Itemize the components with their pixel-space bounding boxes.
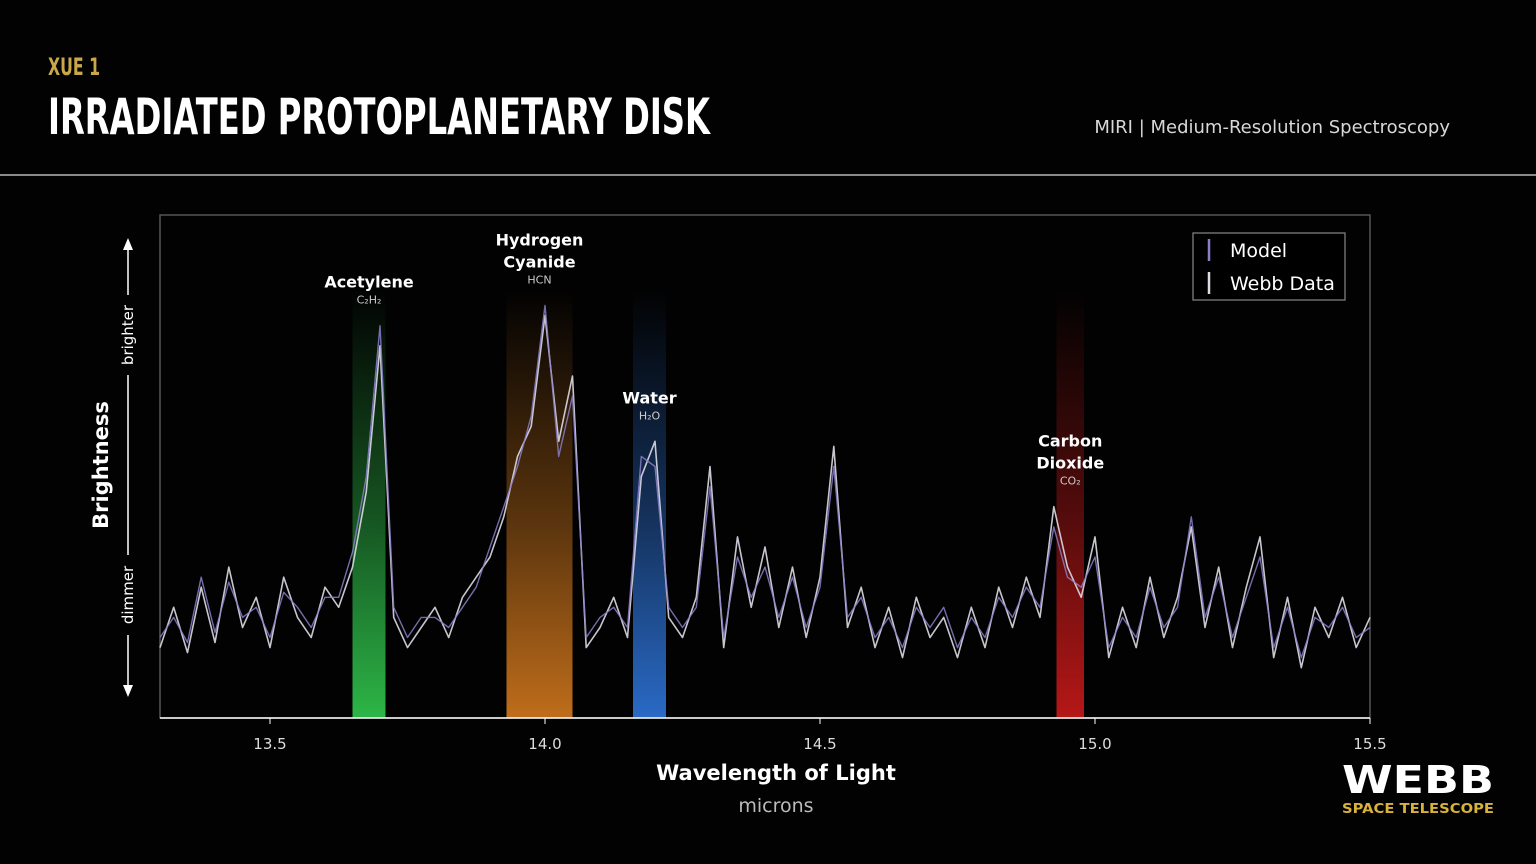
x-label: Wavelength of Light	[656, 761, 896, 785]
x-tick-label: 14.0	[528, 735, 561, 753]
band-label: Water	[622, 388, 676, 407]
logo-subtitle: SPACE TELESCOPE	[1342, 802, 1494, 817]
legend-box	[1192, 232, 1346, 301]
band-label: Hydrogen	[496, 231, 584, 250]
band-formula: HCN	[527, 274, 551, 287]
band-formula: CO₂	[1060, 475, 1081, 488]
band	[1056, 290, 1084, 718]
y-label: Brightness	[89, 401, 113, 529]
band-label: Dioxide	[1036, 454, 1104, 473]
kicker: XUE 1	[48, 53, 100, 81]
band-label: Acetylene	[324, 273, 414, 292]
spectrum-line	[159, 314, 1371, 669]
y-high: brighter	[119, 304, 137, 365]
x-tick-label: 13.5	[253, 735, 286, 753]
label-gap	[118, 295, 138, 375]
legend-label: Webb Data	[1230, 273, 1335, 295]
instrument: MIRI | Medium-Resolution Spectroscopy	[1094, 117, 1450, 138]
title: IRRADIATED PROTOPLANETARY DISK	[48, 88, 711, 146]
spectrum-line	[159, 304, 1371, 659]
y-low: dimmer	[119, 565, 137, 624]
logo: WEBB	[1342, 758, 1494, 802]
band-label: Carbon	[1038, 432, 1102, 451]
label-gap	[118, 555, 138, 635]
x-tick-label: 14.5	[803, 735, 836, 753]
band-formula: H₂O	[639, 409, 661, 422]
band-label: Cyanide	[503, 253, 575, 272]
x-tick-label: 15.0	[1078, 735, 1111, 753]
x-unit: microns	[738, 795, 813, 817]
legend-label: Model	[1230, 240, 1287, 262]
x-tick-label: 15.5	[1353, 735, 1386, 753]
band-formula: C₂H₂	[357, 294, 382, 307]
